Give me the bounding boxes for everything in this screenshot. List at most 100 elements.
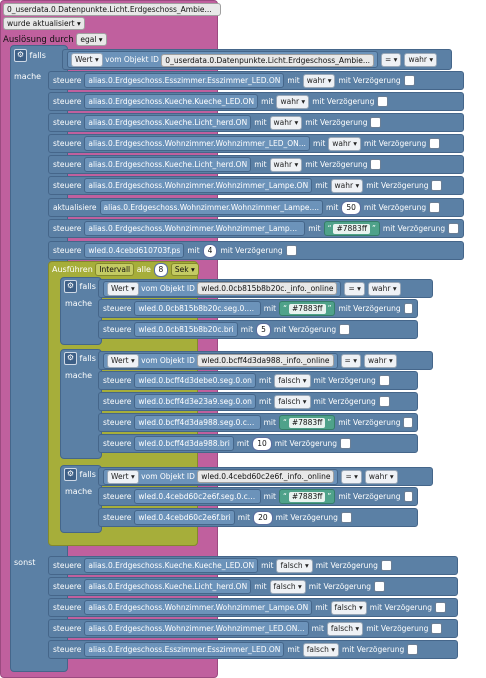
bool-value-select[interactable]: falsch ▾ [274,394,311,409]
wert-block[interactable]: Wert ▾ vom Objekt ID 0_userdata.0.Datenp… [67,51,378,68]
delay-checkbox[interactable] [403,417,413,428]
delay-checkbox[interactable] [429,138,441,149]
target-object-id[interactable]: wled.0.bcff4d3debe0.seg.0.on [134,373,256,388]
number-value[interactable]: 20 [253,510,273,525]
compare-operator-select[interactable]: = ▾ [341,469,362,484]
delay-checkbox[interactable] [377,96,389,107]
sub-if-object-id[interactable]: wled.0.bcff4d3da988._info._online [197,354,334,367]
target-object-id[interactable]: wled.0.4cebd610703f.ps [84,243,185,258]
target-object-id[interactable]: wled.0.0cb815b8b20c.bri [134,322,238,337]
delay-checkbox[interactable] [370,117,382,128]
bool-value-select[interactable]: wahr ▾ [276,94,310,109]
number-value[interactable]: 5 [256,322,271,337]
action-row[interactable]: steuere wled.0.bcff4d3debe0.seg.0.on mit… [98,371,418,390]
delay-checkbox[interactable] [431,180,443,191]
action-row[interactable]: steuere wled.0.0cb815b8b20c.bri mit 5 mi… [98,320,418,339]
interval-unit-select[interactable]: Sek ▾ [170,263,199,276]
delay-checkbox[interactable] [403,491,413,502]
target-object-id[interactable]: alias.0.Erdgeschoss.Wohnzimmer.Wohnzimme… [84,136,310,151]
wert-select[interactable]: Wert ▾ [107,469,139,484]
delay-checkbox[interactable] [435,602,447,613]
delay-checkbox[interactable] [339,438,351,449]
compare-operator-select[interactable]: = ▾ [340,353,361,368]
sub-if-block[interactable] [60,349,102,459]
delay-checkbox[interactable] [378,396,390,407]
action-row[interactable]: steuere alias.0.Erdgeschoss.Kueche.Licht… [48,577,458,596]
trigger-object-id[interactable]: 0_userdata.0.Datenpunkte.Licht.Erdgescho… [3,3,221,16]
action-row[interactable]: steuere alias.0.Erdgeschoss.Wohnzimmer.W… [48,176,464,195]
action-row[interactable]: steuere wled.0.bcff4d3da988.seg.0.col.0_… [98,413,418,432]
target-object-id[interactable]: wled.0.4cebd60c2e6f.seg.0.col.0_HEX [134,489,261,504]
mutator-gear-icon[interactable]: ⚙ [64,280,77,293]
color-value[interactable]: #7883ff [288,417,326,428]
sub-if-value-select[interactable]: wahr ▾ [367,281,401,296]
bool-value-select[interactable]: falsch ▾ [269,579,306,594]
target-object-id[interactable]: wled.0.bcff4d3da988.bri [134,436,234,451]
target-object-id[interactable]: alias.0.Erdgeschoss.Wohnzimmer.Wohnzimme… [84,600,313,615]
action-row[interactable]: aktualisiere alias.0.Erdgeschoss.Wohnzim… [48,198,464,217]
action-row[interactable]: steuere alias.0.Erdgeschoss.Kueche.Kuech… [48,92,464,111]
sub-if-condition[interactable]: Wert ▾ vom Objekt ID wled.0.0cb815b8b20c… [98,279,433,298]
target-object-id[interactable]: alias.0.Erdgeschoss.Kueche.Licht_herd.ON [84,579,252,594]
bool-value-select[interactable]: falsch ▾ [330,600,367,615]
color-value[interactable]: #7883ff [333,223,370,234]
target-object-id[interactable]: wled.0.bcff4d3e23a9.seg.0.on [134,394,256,409]
action-row[interactable]: steuere wled.0.4cebd610703f.ps mit 4 mit… [48,241,464,260]
ausloesung-select[interactable]: egal ▾ [76,33,107,46]
sub-if-value-select[interactable]: wahr ▾ [364,469,398,484]
bool-value-select[interactable]: falsch ▾ [276,558,313,573]
bool-value-select[interactable]: falsch ▾ [274,373,311,388]
delay-checkbox[interactable] [380,560,392,571]
wert-select[interactable]: Wert ▾ [107,353,139,368]
mutator-gear-icon[interactable]: ⚙ [64,468,77,481]
target-object-id[interactable]: wled.0.bcff4d3da988.seg.0.col.0_HEX [134,415,261,430]
action-row[interactable]: steuere alias.0.Erdgeschoss.Wohnzimmer.W… [48,134,464,153]
target-object-id[interactable]: alias.0.Erdgeschoss.Kueche.Licht_herd.ON [84,157,252,172]
trigger-event-select[interactable]: wurde aktualisiert ▾ [3,17,85,30]
target-object-id[interactable]: alias.0.Erdgeschoss.Esszimmer.Esszimmer_… [84,642,285,657]
color-value-block[interactable]: “#7883ff” [278,489,336,504]
mutator-gear-icon[interactable]: ⚙ [14,49,27,62]
action-row[interactable]: steuere alias.0.Erdgeschoss.Kueche.Kuech… [48,556,458,575]
delay-checkbox[interactable] [403,75,415,86]
action-row[interactable]: steuere alias.0.Erdgeschoss.Wohnzimmer.W… [48,598,458,617]
sub-if-condition[interactable]: Wert ▾ vom Objekt ID wled.0.4cebd60c2e6f… [98,467,433,486]
bool-value-select[interactable]: wahr ▾ [330,178,364,193]
delay-checkbox[interactable] [370,159,382,170]
target-object-id[interactable]: alias.0.Erdgeschoss.Wohnzimmer.Wohnzimme… [99,200,323,215]
color-value[interactable]: #7883ff [289,303,326,314]
target-object-id[interactable]: alias.0.Erdgeschoss.Wohnzimmer.Wohnzimme… [84,621,309,636]
target-object-id[interactable]: alias.0.Erdgeschoss.Wohnzimmer.Wohnzimme… [84,178,313,193]
action-row[interactable]: steuere alias.0.Erdgeschoss.Wohnzimmer.W… [48,619,458,638]
delay-checkbox[interactable] [448,223,459,234]
action-row[interactable]: steuere wled.0.4cebd60c2e6f.bri mit 20 m… [98,508,418,527]
target-object-id[interactable]: wled.0.4cebd60c2e6f.bri [134,510,235,525]
color-value-block[interactable]: “#7883ff” [279,301,336,316]
action-row[interactable]: steuere alias.0.Erdgeschoss.Kueche.Licht… [48,155,464,174]
target-object-id[interactable]: wled.0.0cb815b8b20c.seg.0.col.0_HEX [134,301,261,316]
wert-block[interactable]: Wert ▾ vom Objekt ID wled.0.0cb815b8b20c… [103,280,342,297]
color-value-block[interactable]: “#7883ff” [278,415,336,430]
number-value[interactable]: 50 [341,200,361,215]
delay-checkbox[interactable] [403,303,413,314]
main-condition-object-id[interactable]: 0_userdata.0.Datenpunkte.Licht.Erdgescho… [161,53,374,67]
bool-value-select[interactable]: falsch ▾ [302,642,339,657]
target-object-id[interactable]: alias.0.Erdgeschoss.Kueche.Kueche_LED.ON [84,94,259,109]
action-row[interactable]: steuere alias.0.Erdgeschoss.Wohnzimmer.W… [48,219,464,238]
interval-mode-select[interactable]: Intervall [95,263,135,276]
bool-value-select[interactable]: wahr ▾ [302,73,336,88]
bool-value-select[interactable]: wahr ▾ [269,157,303,172]
action-row[interactable]: steuere wled.0.bcff4d3da988.bri mit 10 m… [98,434,418,453]
target-object-id[interactable]: alias.0.Erdgeschoss.Wohnzimmer.Wohnzimme… [84,221,306,236]
action-row[interactable]: steuere wled.0.bcff4d3e23a9.seg.0.on mit… [98,392,418,411]
target-object-id[interactable]: alias.0.Erdgeschoss.Kueche.Licht_herd.ON [84,115,252,130]
delay-checkbox[interactable] [429,202,441,213]
main-condition-value-select[interactable]: wahr ▾ [404,52,438,67]
bool-value-select[interactable]: wahr ▾ [328,136,362,151]
bool-value-select[interactable]: wahr ▾ [269,115,303,130]
wert-block[interactable]: Wert ▾ vom Objekt ID wled.0.4cebd60c2e6f… [103,468,339,485]
interval-seconds[interactable]: 8 [153,263,169,277]
delay-checkbox[interactable] [339,324,351,335]
sub-if-value-select[interactable]: wahr ▾ [364,353,397,368]
wert-block[interactable]: Wert ▾ vom Objekt ID wled.0.bcff4d3da988… [103,352,338,369]
